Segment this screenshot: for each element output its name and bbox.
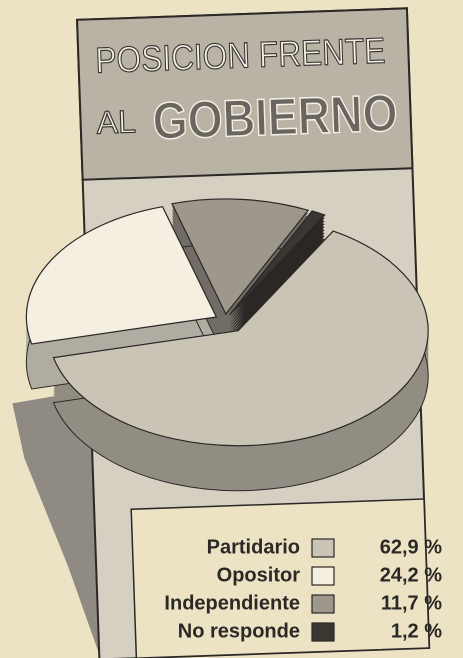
legend-box <box>130 498 430 658</box>
chart-title: GOBIERNO <box>152 84 399 151</box>
legend-label: Independiente <box>164 592 300 614</box>
legend-label: Partidario <box>207 536 300 558</box>
legend-value: 1,2 % <box>391 620 442 642</box>
legend-value: 62,9 % <box>380 536 442 558</box>
legend-swatch <box>311 622 335 642</box>
slice <box>25 206 218 345</box>
title-box <box>76 7 414 181</box>
legend-label: Opositor <box>217 564 301 586</box>
legend-label: No responde <box>178 620 300 642</box>
legend: Partidario 62,9 % Opositor 24,2 % Independie… <box>164 536 442 642</box>
slice <box>52 230 429 447</box>
pie <box>25 198 429 492</box>
legend-swatch <box>311 538 335 558</box>
slice <box>229 210 326 316</box>
chart-title: AL <box>96 103 136 140</box>
legend-swatch <box>311 566 335 586</box>
legend-value: 11,7 % <box>381 592 442 614</box>
legend-value: 24,2 % <box>380 564 442 586</box>
legend-swatch <box>311 594 335 614</box>
slice <box>171 198 310 316</box>
